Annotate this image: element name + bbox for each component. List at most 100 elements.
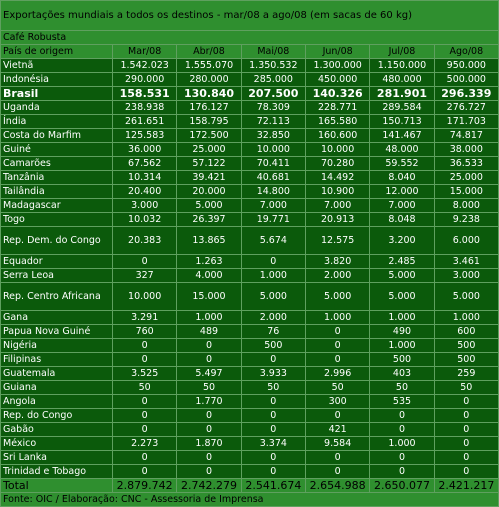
value-cell: 1.000 bbox=[304, 310, 371, 325]
data-row: Guiana 50 50 50 50 50 50 bbox=[0, 380, 499, 395]
value-cell: 1.263 bbox=[176, 254, 242, 269]
value-cell: 1.000 bbox=[240, 268, 306, 283]
source: Fonte: OIC / Elaboração: CNC - Assessori… bbox=[0, 492, 499, 507]
value-cell: 165.580 bbox=[304, 114, 371, 129]
value-cell: 125.583 bbox=[111, 128, 178, 143]
country: Angola bbox=[0, 394, 113, 409]
value-cell: 7.000 bbox=[240, 198, 306, 213]
total-cell: 2.421.217 bbox=[433, 478, 499, 493]
value-cell: 0 bbox=[176, 338, 242, 353]
value-cell: 1.542.023 bbox=[111, 58, 178, 73]
value-cell: 36.533 bbox=[433, 156, 499, 171]
value-cell: 9.584 bbox=[304, 436, 371, 451]
value-cell: 0 bbox=[433, 408, 499, 423]
value-cell: 40.681 bbox=[240, 170, 306, 185]
value-cell: 276.727 bbox=[433, 100, 499, 115]
value-cell: 70.280 bbox=[304, 156, 371, 171]
value-cell: 535 bbox=[369, 394, 435, 409]
value-cell: 50 bbox=[111, 380, 178, 395]
data-row: Trinidad e Tobago 0 0 0 0 0 0 bbox=[0, 464, 499, 479]
value-cell: 76 bbox=[240, 324, 306, 339]
value-cell: 50 bbox=[369, 380, 435, 395]
country: Nigéria bbox=[0, 338, 113, 353]
value-cell: 50 bbox=[433, 380, 499, 395]
value-cell: 489 bbox=[176, 324, 242, 339]
country: Equador bbox=[0, 254, 113, 269]
total-cell: 2.541.674 bbox=[240, 478, 306, 493]
value-cell: 0 bbox=[304, 324, 371, 339]
data-row: Madagascar 3.000 5.000 7.000 7.000 7.000 8.000 bbox=[0, 198, 499, 213]
value-cell: 171.703 bbox=[433, 114, 499, 129]
total-cell: 2.650.077 bbox=[369, 478, 435, 493]
country: Costa do Marfim bbox=[0, 128, 113, 143]
value-cell: 1.000 bbox=[369, 338, 435, 353]
data-row: Equador 0 1.263 0 3.820 2.485 3.461 bbox=[0, 254, 499, 269]
value-cell: 5.000 bbox=[304, 282, 371, 311]
data-row: Costa do Marfim 125.583 172.500 32.850 160.6… bbox=[0, 128, 499, 143]
country: Trinidad e Tobago bbox=[0, 464, 113, 479]
country: Sri Lanka bbox=[0, 450, 113, 465]
column-header: Ago/08 bbox=[433, 44, 499, 59]
country: Vietnã bbox=[0, 58, 113, 73]
data-row: Gana 3.291 1.000 2.000 1.000 1.000 1.000 bbox=[0, 310, 499, 325]
value-cell: 3.461 bbox=[433, 254, 499, 269]
value-cell: 238.938 bbox=[111, 100, 178, 115]
value-cell: 0 bbox=[111, 338, 178, 353]
value-cell: 2.485 bbox=[369, 254, 435, 269]
value-cell: 500 bbox=[369, 352, 435, 367]
value-cell: 12.575 bbox=[304, 226, 371, 255]
country: Togo bbox=[0, 212, 113, 227]
value-cell: 160.600 bbox=[304, 128, 371, 143]
data-row: Serra Leoa 327 4.000 1.000 2.000 5.000 3.000 bbox=[0, 268, 499, 283]
value-cell: 0 bbox=[369, 450, 435, 465]
data-row: Papua Nova Guiné 760 489 76 0 490 600 bbox=[0, 324, 499, 339]
value-cell: 15.000 bbox=[433, 184, 499, 199]
value-cell: 0 bbox=[176, 422, 242, 437]
column-header: Mar/08 bbox=[111, 44, 178, 59]
value-cell: 490 bbox=[369, 324, 435, 339]
subtitle-row: Café Robusta bbox=[0, 30, 499, 45]
value-cell: 0 bbox=[304, 352, 371, 367]
value-cell: 5.497 bbox=[176, 366, 242, 381]
value-cell: 0 bbox=[304, 408, 371, 423]
value-cell: 0 bbox=[369, 422, 435, 437]
data-row: Rep. Centro Africana 10.000 15.000 5.000 5.0… bbox=[0, 282, 499, 311]
value-cell: 3.200 bbox=[369, 226, 435, 255]
total-cell: 2.879.742 bbox=[111, 478, 178, 493]
data-row: Gabão 0 0 0 421 0 0 bbox=[0, 422, 499, 437]
value-cell: 0 bbox=[240, 464, 306, 479]
value-cell: 39.421 bbox=[176, 170, 242, 185]
value-cell: 10.900 bbox=[304, 184, 371, 199]
country: Guatemala bbox=[0, 366, 113, 381]
value-cell: 48.000 bbox=[369, 142, 435, 157]
value-cell: 5.000 bbox=[176, 198, 242, 213]
value-cell: 3.291 bbox=[111, 310, 178, 325]
value-cell: 0 bbox=[433, 436, 499, 451]
value-cell: 130.840 bbox=[176, 86, 242, 101]
value-cell: 290.000 bbox=[111, 72, 178, 87]
country: Tailândia bbox=[0, 184, 113, 199]
value-cell: 5.000 bbox=[369, 282, 435, 311]
value-cell: 3.000 bbox=[111, 198, 178, 213]
column-header: Abr/08 bbox=[176, 44, 242, 59]
total-row: Total 2.879.742 2.742.279 2.541.674 2.654.98… bbox=[0, 478, 499, 493]
value-cell: 14.492 bbox=[304, 170, 371, 185]
country: Guiana bbox=[0, 380, 113, 395]
value-cell: 7.000 bbox=[304, 198, 371, 213]
value-cell: 70.411 bbox=[240, 156, 306, 171]
value-cell: 0 bbox=[304, 464, 371, 479]
value-cell: 172.500 bbox=[176, 128, 242, 143]
data-row: México 2.273 1.870 3.374 9.584 1.000 0 bbox=[0, 436, 499, 451]
value-cell: 5.000 bbox=[433, 282, 499, 311]
value-cell: 0 bbox=[304, 338, 371, 353]
value-cell: 0 bbox=[369, 464, 435, 479]
value-cell: 7.000 bbox=[369, 198, 435, 213]
value-cell: 74.817 bbox=[433, 128, 499, 143]
value-cell: 0 bbox=[240, 254, 306, 269]
value-cell: 0 bbox=[111, 422, 178, 437]
title: Exportações mundiais a todos os destinos… bbox=[0, 0, 499, 31]
value-cell: 3.820 bbox=[304, 254, 371, 269]
value-cell: 760 bbox=[111, 324, 178, 339]
value-cell: 0 bbox=[111, 464, 178, 479]
